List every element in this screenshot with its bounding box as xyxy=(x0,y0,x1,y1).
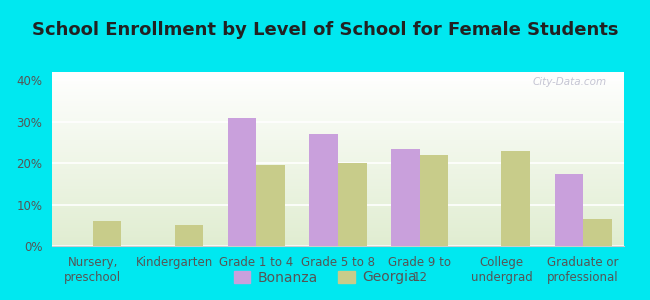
Bar xyxy=(309,134,338,246)
Text: City-Data.com: City-Data.com xyxy=(533,77,607,87)
Legend: Bonanza, Georgia: Bonanza, Georgia xyxy=(228,265,422,290)
Bar xyxy=(338,163,367,246)
Bar xyxy=(583,219,612,246)
Bar xyxy=(554,173,583,246)
Bar xyxy=(227,118,256,246)
Bar xyxy=(256,165,285,246)
Text: School Enrollment by Level of School for Female Students: School Enrollment by Level of School for… xyxy=(32,21,618,39)
Bar xyxy=(175,225,203,246)
Bar xyxy=(93,221,122,246)
Bar xyxy=(501,151,530,246)
Bar xyxy=(420,155,448,246)
Bar xyxy=(391,148,420,246)
